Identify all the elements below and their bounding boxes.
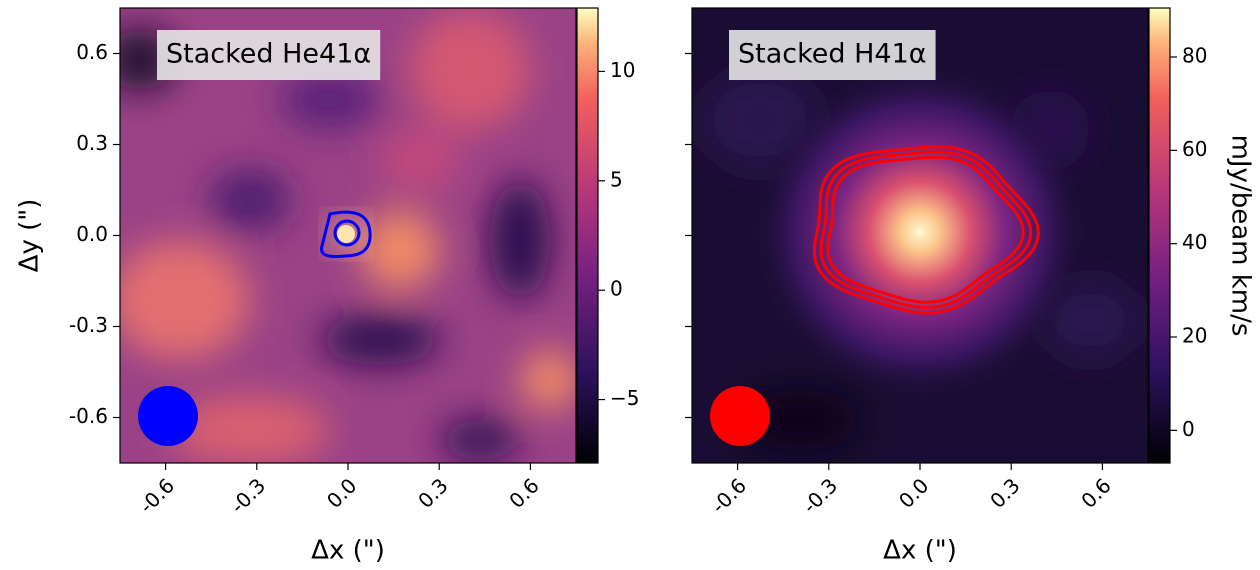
colorbar-tick-label: 0 bbox=[1182, 417, 1195, 441]
colorbar-tick-label: 10 bbox=[610, 58, 635, 82]
colorbar-tick-label: 60 bbox=[1182, 137, 1207, 161]
colorbar bbox=[1148, 7, 1171, 464]
y-tick-label: 0.0 bbox=[76, 222, 108, 246]
title-box bbox=[157, 30, 381, 80]
y-tick-label: 0.6 bbox=[76, 40, 108, 64]
x-tick-label: -0.3 bbox=[226, 473, 271, 518]
heatmap-image bbox=[120, 8, 576, 463]
colorbar-tick-label: 80 bbox=[1182, 44, 1207, 68]
x-tick-label: 0.6 bbox=[504, 473, 543, 512]
y-tick-label: 0.3 bbox=[76, 131, 108, 155]
x-axis-label: Δx (") bbox=[311, 536, 385, 566]
x-tick-label: -0.6 bbox=[134, 473, 179, 518]
y-tick-label: -0.6 bbox=[69, 404, 108, 428]
colorbar-tick-label: 5 bbox=[610, 167, 623, 191]
x-tick-label: 0.0 bbox=[894, 473, 933, 512]
contour bbox=[812, 145, 1040, 315]
x-tick-label: 0.6 bbox=[1076, 473, 1115, 512]
x-tick-label: 0.0 bbox=[322, 473, 361, 512]
contours bbox=[812, 145, 1040, 315]
x-tick-label: 0.3 bbox=[413, 473, 452, 512]
y-axis-label: Δy (") bbox=[15, 199, 45, 273]
x-tick-label: 0.3 bbox=[985, 473, 1024, 512]
contour bbox=[819, 150, 1033, 310]
contour bbox=[333, 219, 361, 247]
colorbar bbox=[576, 7, 599, 464]
chart-title: Stacked H41α bbox=[738, 39, 927, 70]
beam bbox=[710, 386, 770, 446]
x-tick-label: -0.3 bbox=[798, 473, 843, 518]
beam bbox=[138, 386, 198, 446]
title-box bbox=[729, 30, 936, 80]
colorbar-tick-label: 40 bbox=[1182, 230, 1207, 254]
y-tick-label: -0.3 bbox=[69, 313, 108, 337]
contour bbox=[826, 155, 1025, 304]
contour bbox=[320, 210, 372, 258]
colorbar-tick-label: 0 bbox=[610, 277, 623, 301]
colorbar-label: mJy/beam km/s bbox=[1226, 135, 1256, 337]
x-axis-label: Δx (") bbox=[883, 536, 957, 566]
colorbar-tick-label: 20 bbox=[1182, 324, 1207, 348]
colorbar-tick-label: −5 bbox=[610, 386, 639, 410]
chart-title: Stacked He41α bbox=[166, 39, 371, 70]
x-tick-label: -0.6 bbox=[706, 473, 751, 518]
heatmap-image bbox=[692, 8, 1148, 463]
